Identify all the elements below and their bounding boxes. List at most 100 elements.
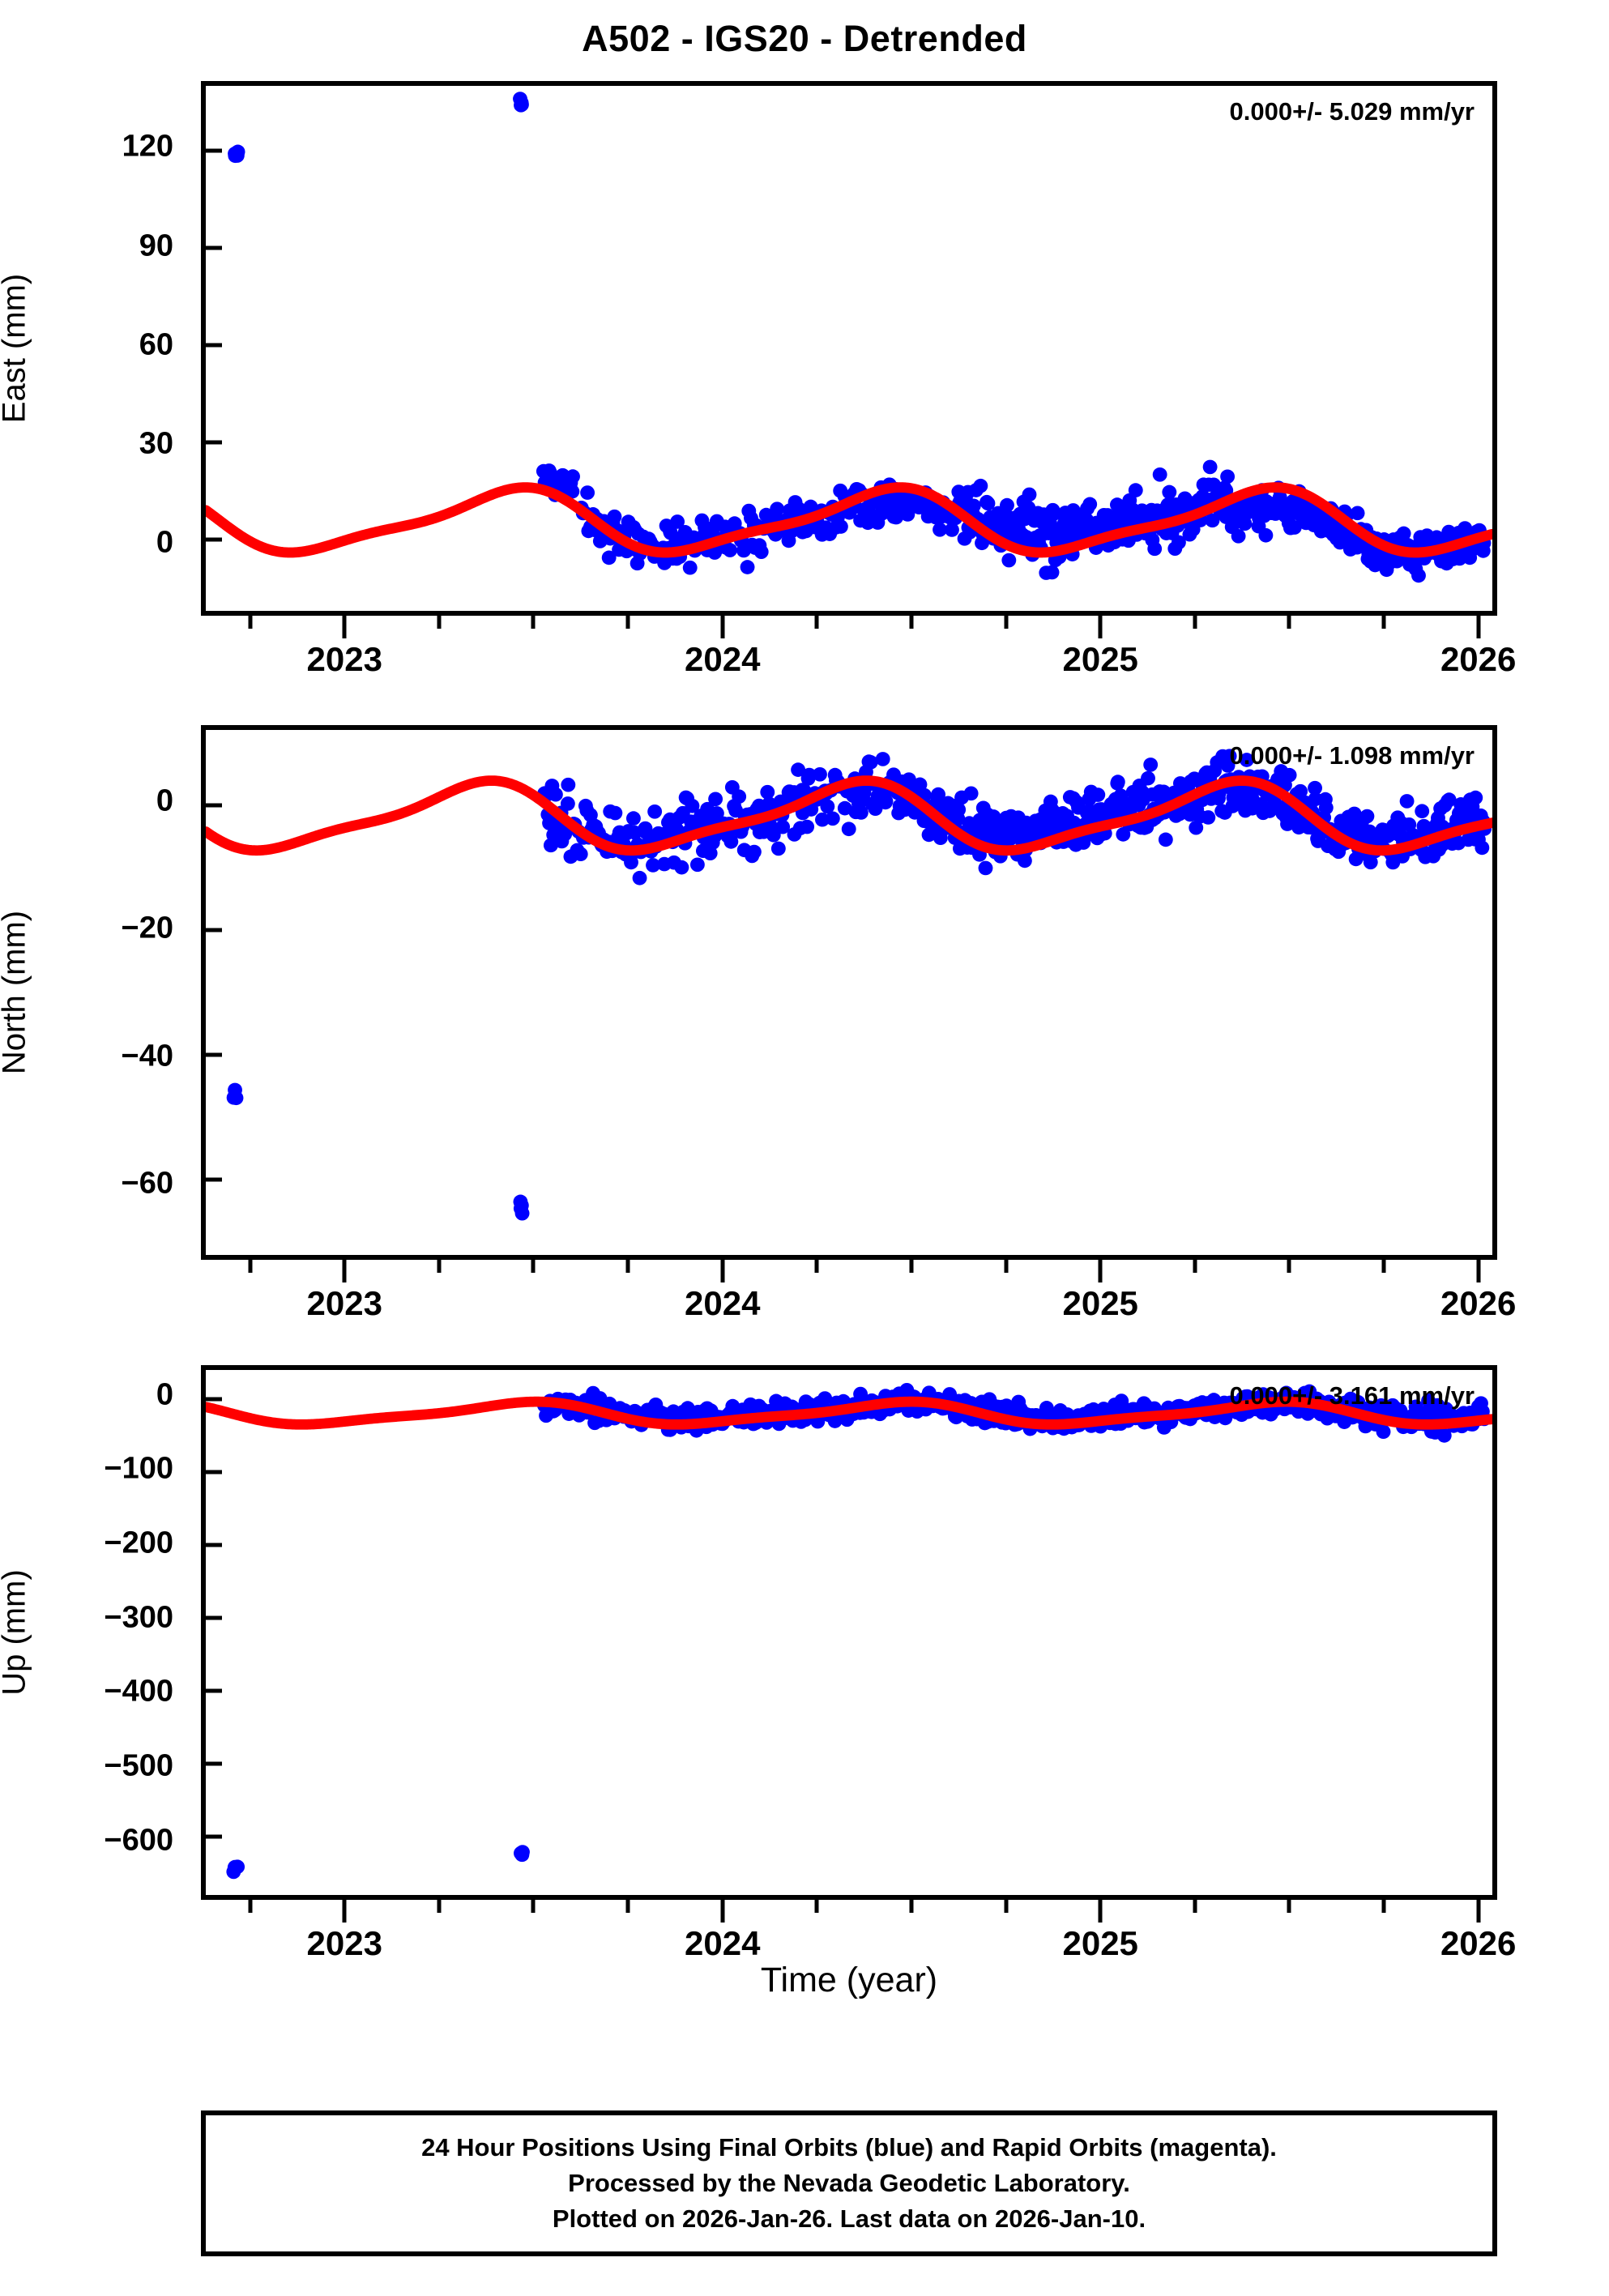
xtick-minor <box>248 1900 253 1913</box>
xtick-minor <box>437 1260 442 1273</box>
ytick-label: 0 <box>156 525 173 560</box>
panel-east-rate-annotation: 0.000+/- 5.029 mm/yr <box>1229 97 1475 126</box>
xtick-major <box>342 616 347 638</box>
panel-up: Up (mm) 0 −100 −200 −300 −400 −500 −600 0.000+… <box>0 1365 1516 1962</box>
xtick-minor <box>531 1900 536 1913</box>
xtick-label: 2023 <box>306 640 382 678</box>
seasonal-fit-curve <box>206 1396 1492 1430</box>
panel-up-plot-area: 0.000+/- 3.161 mm/yr <box>201 1365 1497 1900</box>
ytick-label: 120 <box>122 129 173 164</box>
data-point-group <box>226 1382 1492 1880</box>
panel-up-ytick-labels: 0 −100 −200 −300 −400 −500 −600 <box>15 1365 173 1900</box>
panel-up-canvas <box>206 1382 1492 1880</box>
xtick-minor <box>909 1900 914 1913</box>
xtick-label: 2026 <box>1440 640 1517 678</box>
panel-north-ytick-labels: 0 −20 −40 −60 <box>15 725 173 1260</box>
xtick-minor <box>437 616 442 629</box>
xtick-minor <box>1381 1900 1386 1913</box>
xtick-major <box>720 1260 725 1282</box>
xtick-label: 2026 <box>1440 1924 1517 1962</box>
xtick-major <box>1098 1260 1103 1282</box>
ytick-label: 0 <box>156 1377 173 1412</box>
ytick-label: 0 <box>156 783 173 818</box>
xtick-minor <box>1004 616 1009 629</box>
panel-up-xaxis: 2023 2024 2025 2026 <box>201 1900 1516 1973</box>
ytick-label: −400 <box>104 1674 173 1709</box>
panel-north-rate-annotation: 0.000+/- 1.098 mm/yr <box>1229 741 1475 770</box>
panel-east-plot-area: 0.000+/- 5.029 mm/yr <box>201 81 1497 616</box>
xtick-minor <box>909 1260 914 1273</box>
xtick-minor <box>1004 1900 1009 1913</box>
data-point-group <box>228 92 1492 583</box>
footer-line-2: Processed by the Nevada Geodetic Laborat… <box>568 2168 1130 2197</box>
data-point-group <box>226 749 1492 1221</box>
footer-line-3: Plotted on 2026-Jan-26. Last data on 202… <box>552 2204 1146 2233</box>
ytick-label: −600 <box>104 1823 173 1858</box>
xtick-major <box>1098 1900 1103 1923</box>
panel-north-xaxis: 2023 2024 2025 2026 <box>201 1260 1516 1333</box>
xtick-minor <box>531 616 536 629</box>
seasonal-fit-curve <box>206 482 1492 558</box>
xtick-major <box>1476 1900 1481 1923</box>
xtick-minor <box>248 616 253 629</box>
xtick-minor <box>1287 616 1291 629</box>
xtick-minor <box>1381 616 1386 629</box>
ytick-label: −40 <box>121 1039 173 1073</box>
ytick-label: −300 <box>104 1600 173 1635</box>
xtick-minor <box>814 616 819 629</box>
xtick-minor <box>909 616 914 629</box>
page-title: A502 - IGS20 - Detrended <box>582 18 1027 59</box>
xtick-label: 2025 <box>1062 640 1138 678</box>
panel-east-xaxis: 2023 2024 2025 2026 <box>201 616 1516 689</box>
ytick-label: −60 <box>121 1166 173 1201</box>
xtick-minor <box>1004 1260 1009 1273</box>
xtick-major <box>1098 616 1103 638</box>
xtick-minor <box>814 1900 819 1913</box>
xtick-label: 2024 <box>685 1924 761 1962</box>
panel-east-ytick-labels: 120 90 60 30 0 <box>15 81 173 616</box>
xtick-major <box>1476 1260 1481 1282</box>
xtick-major <box>1476 616 1481 638</box>
ytick-label: −100 <box>104 1451 173 1486</box>
xtick-major <box>342 1900 347 1923</box>
ytick-label: −500 <box>104 1748 173 1783</box>
ytick-label: −20 <box>121 911 173 945</box>
panel-east-canvas <box>206 92 1492 583</box>
seasonal-fit-curve <box>206 775 1492 856</box>
ytick-label: −200 <box>104 1526 173 1560</box>
xtick-minor <box>1193 616 1197 629</box>
ytick-label: 90 <box>139 228 173 263</box>
xtick-label: 2026 <box>1440 1284 1517 1322</box>
xaxis-title: Time (year) <box>760 1961 938 1999</box>
panel-north-plot-area: 0.000+/- 1.098 mm/yr <box>201 725 1497 1260</box>
xtick-label: 2024 <box>685 640 761 678</box>
xtick-major <box>720 1900 725 1923</box>
xtick-minor <box>248 1260 253 1273</box>
xtick-label: 2023 <box>306 1284 382 1322</box>
xtick-minor <box>625 1900 630 1913</box>
xtick-minor <box>1287 1900 1291 1913</box>
xtick-label: 2024 <box>685 1284 761 1322</box>
ytick-label: 60 <box>139 327 173 362</box>
xtick-label: 2025 <box>1062 1284 1138 1322</box>
panel-up-rate-annotation: 0.000+/- 3.161 mm/yr <box>1229 1381 1475 1410</box>
xtick-minor <box>625 616 630 629</box>
xtick-minor <box>1193 1900 1197 1913</box>
panel-north: North (mm) 0 −20 −40 −60 0.000+/- 1.098 mm/… <box>0 725 1516 1322</box>
ytick-label: 30 <box>139 426 173 461</box>
footer-caption-box: 24 Hour Positions Using Final Orbits (bl… <box>201 2110 1497 2256</box>
xtick-minor <box>437 1900 442 1913</box>
footer-line-1: 24 Hour Positions Using Final Orbits (bl… <box>421 2132 1277 2162</box>
panel-east: East (mm) 120 90 60 30 0 0.000+/- 5.029 mm/y… <box>0 81 1516 678</box>
xtick-label: 2025 <box>1062 1924 1138 1962</box>
xtick-minor <box>1193 1260 1197 1273</box>
xtick-major <box>342 1260 347 1282</box>
xtick-minor <box>1287 1260 1291 1273</box>
panel-north-canvas <box>206 749 1492 1221</box>
xtick-minor <box>814 1260 819 1273</box>
xtick-minor <box>1381 1260 1386 1273</box>
xtick-label: 2023 <box>306 1924 382 1962</box>
xtick-major <box>720 616 725 638</box>
xtick-minor <box>625 1260 630 1273</box>
